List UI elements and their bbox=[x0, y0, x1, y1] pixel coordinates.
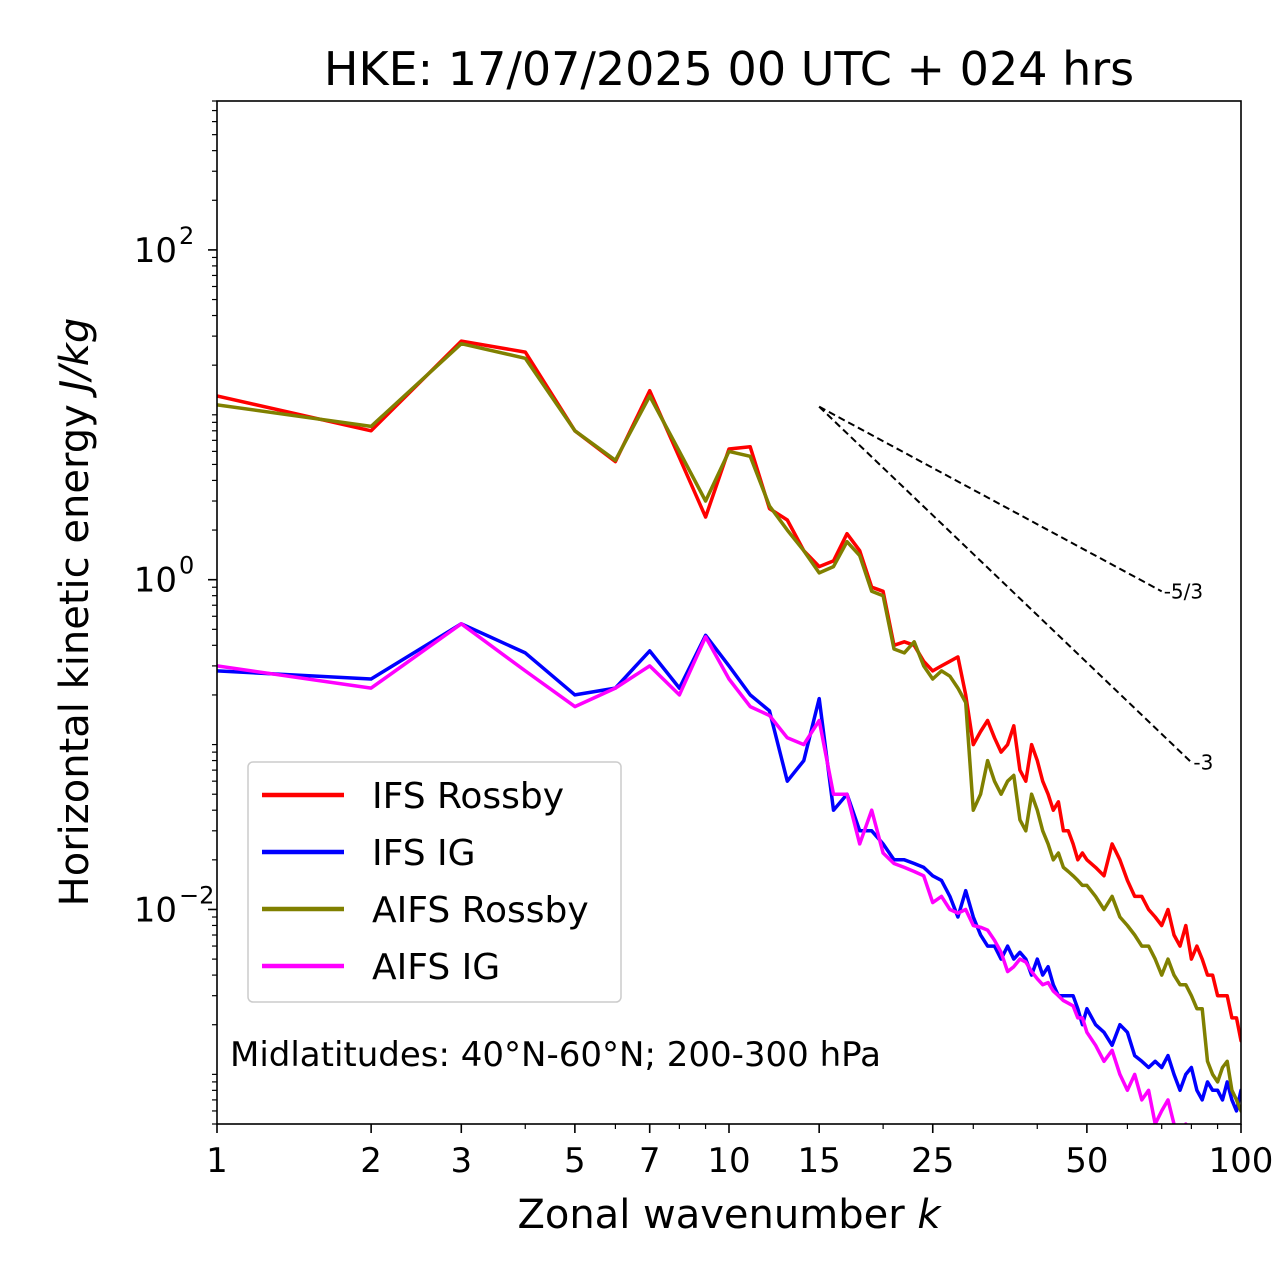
series-layer bbox=[217, 339, 1241, 1124]
reference-slope-lines: -5/3 -3 bbox=[818, 405, 1213, 774]
legend-label: IFS IG bbox=[372, 833, 476, 874]
region-annotation: Midlatitudes: 40°N-60°N; 200-300 hPa bbox=[230, 1035, 881, 1075]
series-line-ifs-rossby bbox=[217, 339, 1241, 1043]
x-axis-label-variable: k bbox=[917, 1192, 942, 1238]
legend-frame bbox=[247, 761, 622, 1003]
x-tick-label: 3 bbox=[450, 1141, 472, 1181]
x-tick-label: 15 bbox=[798, 1141, 841, 1181]
x-axis-label: Zonal wavenumber k bbox=[517, 1192, 942, 1238]
x-tick-label: 1 bbox=[206, 1141, 228, 1181]
x-tick-label: 10 bbox=[707, 1141, 750, 1181]
plot-area-frame bbox=[216, 100, 1242, 1125]
x-tick-label: 50 bbox=[1065, 1141, 1108, 1181]
reference-slope-label: -3 bbox=[1193, 750, 1213, 774]
x-tick-label: 7 bbox=[639, 1141, 661, 1181]
y-tick-exponent: 0 bbox=[179, 552, 194, 580]
legend-label: IFS Rossby bbox=[372, 776, 564, 817]
legend-items: IFS Rossby IFS IG AIFS Rossby AIFS IG bbox=[262, 776, 589, 988]
chart-title: HKE: 17/07/2025 00 UTC + 024 hrs bbox=[324, 42, 1134, 96]
legend: IFS Rossby IFS IG AIFS Rossby AIFS IG bbox=[247, 761, 622, 1003]
series-line-aifs-ig bbox=[217, 622, 1188, 1124]
y-tick-exponent: 2 bbox=[179, 222, 194, 250]
y-tick-exponent: −2 bbox=[179, 881, 214, 909]
x-tick-label: 2 bbox=[360, 1141, 382, 1181]
legend-label: AIFS IG bbox=[372, 947, 500, 988]
y-axis-label-unit: J/kg bbox=[52, 318, 98, 399]
y-tick-label: 10 bbox=[134, 231, 177, 271]
x-tick-label: 25 bbox=[911, 1141, 954, 1181]
x-tick-label: 100 bbox=[1209, 1141, 1274, 1181]
series-line-ifs-ig bbox=[217, 622, 1241, 1113]
reference-slope-line bbox=[818, 405, 1163, 593]
reference-slope-label: -5/3 bbox=[1164, 579, 1203, 603]
legend-label: AIFS Rossby bbox=[372, 890, 589, 931]
reference-slope-line bbox=[818, 405, 1193, 764]
series-line-aifs-rossby bbox=[217, 341, 1241, 1113]
y-axis-label: Horizontal kinetic energy J/kg bbox=[52, 318, 98, 907]
y-tick-label: 10 bbox=[134, 890, 177, 930]
x-tick-label: 5 bbox=[564, 1141, 586, 1181]
y-tick-label: 10 bbox=[134, 561, 177, 601]
